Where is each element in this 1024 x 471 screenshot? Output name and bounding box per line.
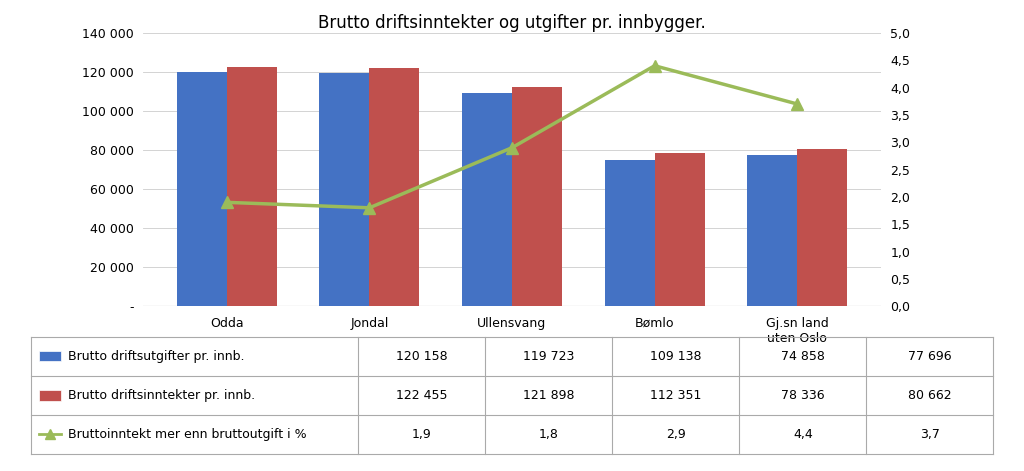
- Bar: [370, 68, 419, 306]
- Text: 78 336: 78 336: [781, 389, 824, 402]
- Bar: [512, 87, 562, 306]
- Bar: [605, 160, 654, 306]
- Text: 2,9: 2,9: [666, 428, 686, 441]
- Bar: [177, 72, 226, 306]
- Text: 120 158: 120 158: [396, 350, 447, 363]
- Text: 77 696: 77 696: [908, 350, 951, 363]
- Text: 1,8: 1,8: [539, 428, 559, 441]
- Text: 122 455: 122 455: [396, 389, 447, 402]
- Text: Bruttoinntekt mer enn bruttoutgift i %: Bruttoinntekt mer enn bruttoutgift i %: [68, 428, 306, 441]
- Bar: [226, 67, 276, 306]
- Bar: [798, 149, 847, 306]
- Text: Brutto driftsinntekter og utgifter pr. innbygger.: Brutto driftsinntekter og utgifter pr. i…: [318, 14, 706, 32]
- Text: 4,4: 4,4: [793, 428, 813, 441]
- Text: 121 898: 121 898: [523, 389, 574, 402]
- Text: 74 858: 74 858: [781, 350, 824, 363]
- Text: 119 723: 119 723: [523, 350, 574, 363]
- Bar: [319, 73, 370, 306]
- Text: 3,7: 3,7: [920, 428, 940, 441]
- Text: 112 351: 112 351: [650, 389, 701, 402]
- Text: Brutto driftsutgifter pr. innb.: Brutto driftsutgifter pr. innb.: [68, 350, 244, 363]
- Text: 1,9: 1,9: [412, 428, 432, 441]
- Bar: [462, 93, 512, 306]
- Bar: [748, 154, 798, 306]
- Text: 80 662: 80 662: [908, 389, 951, 402]
- Bar: [654, 153, 705, 306]
- Text: Brutto driftsinntekter pr. innb.: Brutto driftsinntekter pr. innb.: [68, 389, 255, 402]
- Text: 109 138: 109 138: [650, 350, 701, 363]
